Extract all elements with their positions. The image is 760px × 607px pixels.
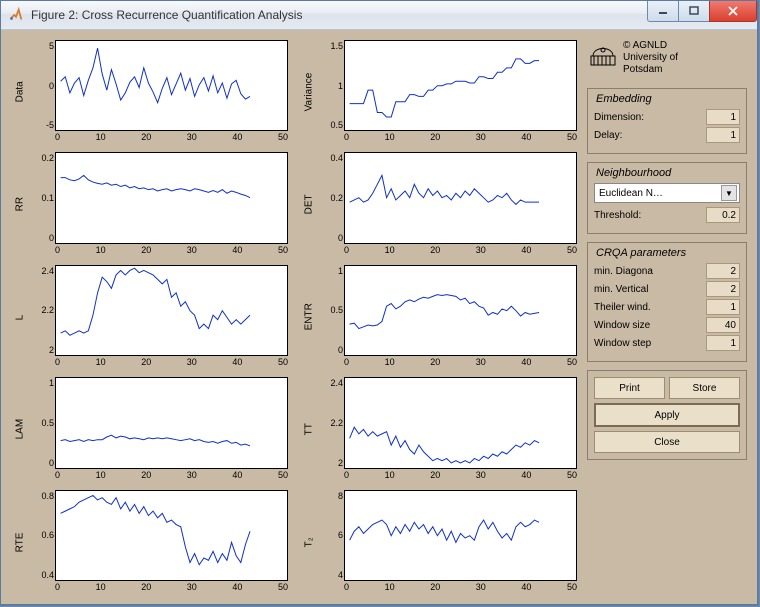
crqa-title: CRQA parameters — [596, 247, 740, 259]
attribution-text: © AGNLD University of Potsdam — [623, 40, 678, 76]
theiler-input[interactable] — [706, 299, 740, 315]
ylabel-tt: TT — [300, 377, 318, 481]
window-title: Figure 2: Cross Recurrence Quantificatio… — [31, 8, 302, 22]
axes-data: 50-5 — [55, 40, 288, 131]
delay-label: Delay: — [594, 130, 622, 141]
action-buttons: Print Store Apply Close — [587, 370, 747, 460]
plot-data: Data50-501020304050 — [11, 40, 288, 144]
matlab-icon — [7, 6, 25, 24]
plot-lam: LAM10.5001020304050 — [11, 377, 288, 481]
sidebar: © AGNLD University of Potsdam Embedding … — [587, 40, 747, 594]
store-button[interactable]: Store — [669, 377, 740, 399]
axes-rr: 0.20.10 — [55, 152, 288, 243]
winstep-input[interactable] — [706, 335, 740, 351]
ylabel-variance: Variance — [300, 40, 318, 144]
axes-rte: 0.80.60.4 — [55, 490, 288, 581]
threshold-label: Threshold: — [594, 210, 641, 221]
plot-variance: Variance1.510.501020304050 — [300, 40, 577, 144]
axes-variance: 1.510.5 — [344, 40, 577, 131]
plot-grid: Data50-501020304050Variance1.510.5010203… — [11, 40, 577, 594]
ylabel-l: L — [11, 265, 29, 369]
ylabel-det: DET — [300, 152, 318, 256]
neighbourhood-select[interactable]: Euclidean N… ▼ — [594, 183, 740, 203]
minimize-button[interactable] — [647, 1, 679, 22]
attribution-line-2: University of — [623, 52, 678, 63]
window-frame: Figure 2: Cross Recurrence Quantificatio… — [0, 0, 758, 605]
embedding-title: Embedding — [596, 93, 740, 105]
client-area: Data50-501020304050Variance1.510.5010203… — [1, 30, 757, 604]
neighbourhood-select-value: Euclidean N… — [599, 188, 663, 199]
university-logo-icon — [589, 40, 617, 68]
min-vert-input[interactable] — [706, 281, 740, 297]
chevron-down-icon: ▼ — [721, 185, 737, 201]
plot-entr: ENTR10.5001020304050 — [300, 265, 577, 369]
neighbourhood-panel: Neighbourhood Euclidean N… ▼ Threshold: — [587, 162, 747, 234]
print-button[interactable]: Print — [594, 377, 665, 399]
attribution-line-3: Potsdam — [623, 64, 662, 75]
axes-entr: 10.50 — [344, 265, 577, 356]
plot-rte: RTE0.80.60.401020304050 — [11, 490, 288, 594]
axes-tt: 2.42.22 — [344, 377, 577, 468]
attribution-line-1: © AGNLD — [623, 40, 667, 51]
axes-t2: 864 — [344, 490, 577, 581]
threshold-input[interactable] — [706, 207, 740, 223]
close-action-button[interactable]: Close — [594, 431, 740, 453]
min-diag-label: min. Diagona — [594, 266, 653, 277]
axes-l: 2.42.22 — [55, 265, 288, 356]
axes-lam: 10.50 — [55, 377, 288, 468]
plot-det: DET0.40.2001020304050 — [300, 152, 577, 256]
ylabel-rr: RR — [11, 152, 29, 256]
min-diag-input[interactable] — [706, 263, 740, 279]
winsize-input[interactable] — [706, 317, 740, 333]
dimension-label: Dimension: — [594, 112, 644, 123]
ylabel-lam: LAM — [11, 377, 29, 481]
min-vert-label: min. Vertical — [594, 284, 648, 295]
titlebar[interactable]: Figure 2: Cross Recurrence Quantificatio… — [1, 1, 757, 30]
apply-button[interactable]: Apply — [594, 403, 740, 427]
dimension-input[interactable] — [706, 109, 740, 125]
ylabel-t2: T₂ — [300, 490, 318, 594]
embedding-panel: Embedding Dimension: Delay: — [587, 88, 747, 154]
theiler-label: Theiler wind. — [594, 302, 651, 313]
ylabel-data: Data — [11, 40, 29, 144]
axes-det: 0.40.20 — [344, 152, 577, 243]
plot-l: L2.42.2201020304050 — [11, 265, 288, 369]
crqa-panel: CRQA parameters min. Diagona min. Vertic… — [587, 242, 747, 362]
delay-input[interactable] — [706, 127, 740, 143]
ylabel-entr: ENTR — [300, 265, 318, 369]
neighbourhood-title: Neighbourhood — [596, 167, 740, 179]
winsize-label: Window size — [594, 320, 650, 331]
maximize-button[interactable] — [678, 1, 710, 22]
plot-rr: RR0.20.1001020304050 — [11, 152, 288, 256]
plot-tt: TT2.42.2201020304050 — [300, 377, 577, 481]
close-button[interactable] — [709, 1, 757, 22]
attribution: © AGNLD University of Potsdam — [587, 40, 747, 80]
window-controls — [648, 1, 757, 21]
winstep-label: Window step — [594, 338, 651, 349]
plot-t2: T₂86401020304050 — [300, 490, 577, 594]
ylabel-rte: RTE — [11, 490, 29, 594]
